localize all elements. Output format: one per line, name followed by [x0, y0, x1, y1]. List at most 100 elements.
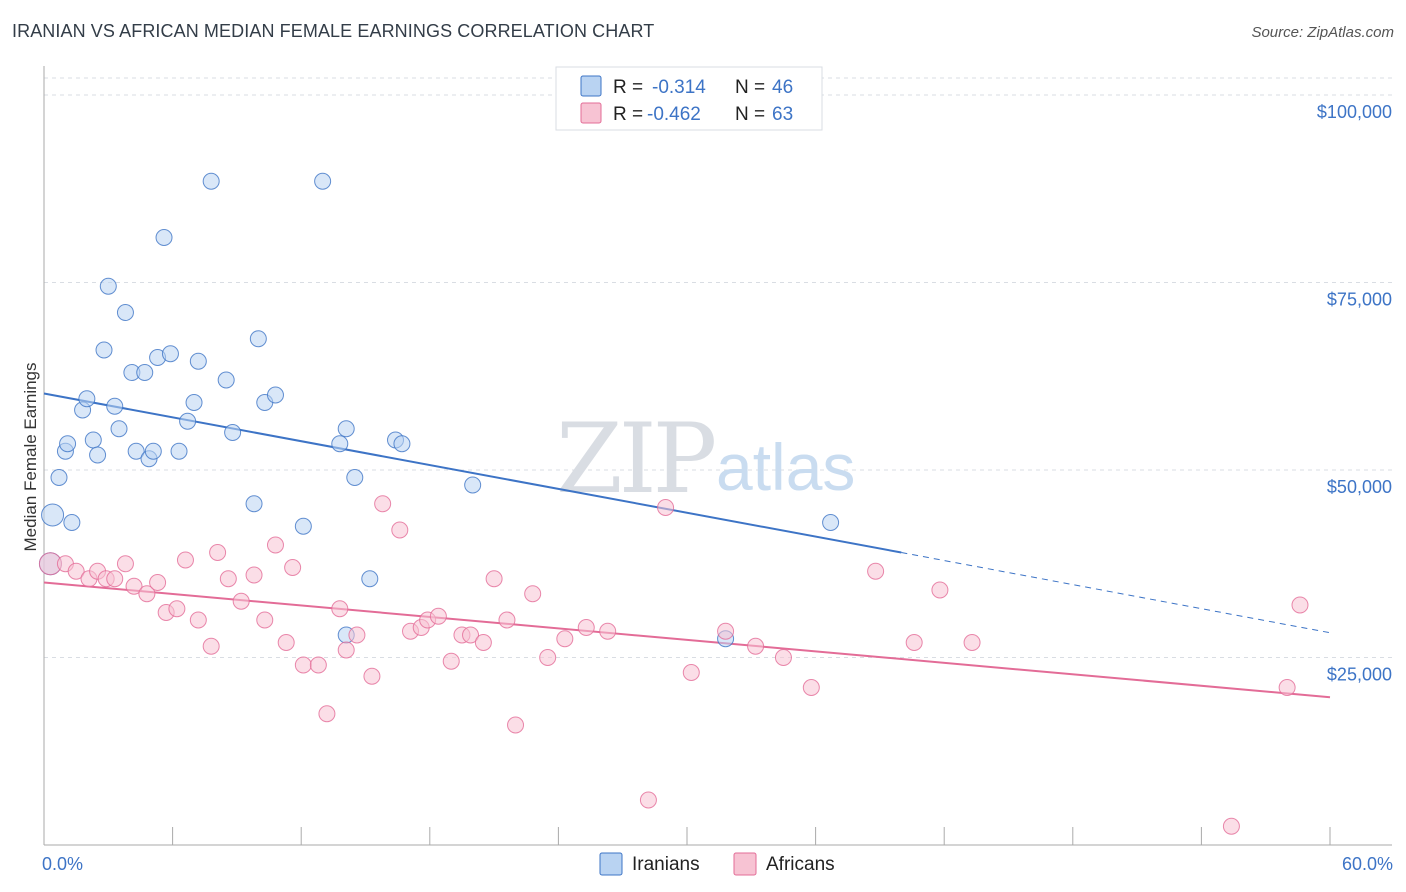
point-africans [867, 562, 885, 580]
point-africans [374, 495, 392, 513]
point-iranians [99, 277, 117, 295]
point-africans [539, 649, 557, 666]
point-iranians [249, 330, 267, 348]
point-africans [116, 555, 134, 573]
y-tick-label: $75,000 [1327, 290, 1392, 310]
data-points [38, 172, 1309, 835]
legend-label-iranians: Iranians [632, 854, 700, 875]
source-credit: Source: ZipAtlas.com [1251, 24, 1394, 41]
point-africans [442, 652, 460, 670]
point-africans [318, 705, 336, 723]
point-iranians [822, 514, 840, 531]
point-africans [1291, 596, 1309, 614]
point-iranians [202, 172, 220, 190]
point-africans [556, 630, 574, 648]
point-africans [363, 667, 381, 685]
point-africans [905, 634, 923, 651]
point-africans [717, 622, 735, 640]
point-iranians [361, 570, 379, 588]
point-iranians [116, 304, 134, 321]
point-africans [657, 499, 675, 516]
point-iranians [346, 469, 364, 486]
point-iranians [331, 435, 349, 453]
point-iranians [41, 503, 65, 527]
point-africans [474, 634, 492, 651]
point-africans [348, 626, 366, 644]
point-africans [219, 570, 237, 588]
point-iranians [170, 442, 188, 460]
legend-n-value: 46 [772, 77, 793, 98]
point-africans [524, 585, 542, 603]
point-iranians [50, 469, 68, 486]
point-africans [429, 607, 447, 625]
trendline-iranians-extension [901, 552, 1331, 634]
watermark-zip: ZIP [556, 403, 715, 515]
point-africans [498, 611, 516, 629]
point-africans [802, 679, 820, 696]
point-iranians [314, 172, 332, 190]
point-iranians [189, 352, 207, 370]
x-tick-label: 0.0% [42, 854, 83, 874]
point-iranians [337, 420, 355, 438]
point-iranians [393, 435, 411, 453]
watermark-atlas: atlas [716, 430, 855, 504]
grid-lines [44, 77, 1392, 658]
point-iranians [224, 424, 242, 441]
point-iranians [179, 412, 197, 430]
point-africans [202, 637, 220, 655]
legend-swatch-africans [733, 852, 757, 876]
point-africans [682, 664, 700, 681]
point-iranians [266, 386, 284, 404]
point-africans [599, 622, 617, 640]
legend-n-label: N = [735, 104, 765, 125]
point-africans [462, 626, 480, 644]
point-africans [1278, 679, 1296, 696]
point-iranians [464, 476, 482, 494]
point-iranians [136, 364, 154, 381]
point-iranians [78, 390, 96, 408]
series-legend: Iranians Africans [599, 852, 835, 876]
axes [43, 66, 1392, 846]
point-iranians [294, 517, 312, 535]
point-africans [331, 600, 349, 618]
y-tick-label: $50,000 [1327, 477, 1392, 497]
point-iranians [63, 514, 81, 531]
point-africans [391, 521, 409, 539]
point-africans [747, 637, 765, 655]
point-africans [67, 562, 85, 580]
point-iranians [144, 442, 162, 460]
point-africans [168, 600, 186, 618]
legend-r-label: R = [613, 104, 643, 125]
x-tick-label: 60.0% [1342, 854, 1393, 874]
point-africans [149, 574, 167, 591]
point-iranians [84, 431, 102, 449]
point-iranians [245, 495, 263, 513]
y-tick-labels: $25,000 $50,000 $75,000 $100,000 [1317, 102, 1392, 685]
point-africans [485, 570, 503, 588]
point-africans [266, 536, 284, 554]
watermark: ZIP atlas [556, 403, 855, 515]
point-africans [189, 611, 207, 629]
point-africans [774, 649, 792, 666]
point-africans [106, 570, 124, 588]
point-africans [1222, 817, 1240, 835]
y-tick-label: $25,000 [1327, 665, 1392, 685]
stats-legend: R = -0.314 N = 46 R = -0.462 N = 63 [555, 66, 823, 131]
point-iranians [59, 435, 77, 453]
y-axis-title: Median Female Earnings [21, 363, 40, 552]
point-africans [245, 566, 263, 584]
legend-swatch-iranians [580, 75, 602, 97]
point-africans [507, 716, 525, 734]
point-africans [337, 641, 355, 659]
point-iranians [110, 420, 128, 438]
point-africans [176, 551, 194, 569]
point-africans [138, 585, 156, 603]
point-iranians [89, 446, 107, 464]
legend-n-label: N = [735, 77, 765, 98]
y-tick-label: $100,000 [1317, 102, 1392, 122]
point-africans [209, 544, 227, 561]
point-africans [577, 619, 595, 636]
x-tick-labels: 0.0% 60.0% [42, 854, 1393, 874]
legend-r-value: -0.462 [647, 104, 701, 125]
